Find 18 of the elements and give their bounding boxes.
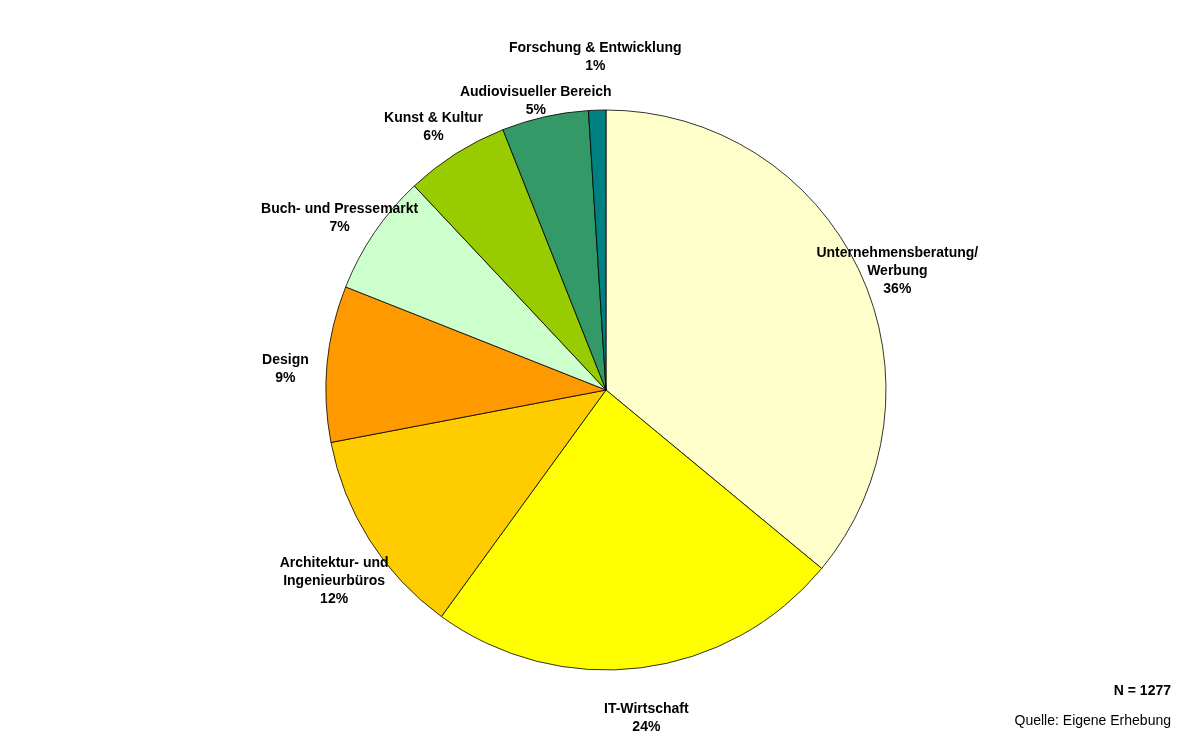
data-label: 12%	[320, 589, 349, 606]
data-label: 7%	[329, 218, 351, 235]
slice-label: Unternehmensberatung/ Werbung	[816, 243, 979, 278]
data-label: 36%	[883, 279, 912, 296]
text: N = 1277	[1113, 682, 1172, 698]
slice-label: Forschung & Entwicklung	[508, 39, 682, 56]
data-label: 9%	[275, 368, 297, 385]
slice-label: Audiovisueller Bereich	[459, 82, 612, 99]
source-note: Quelle: Eigene Erhebung	[1014, 712, 1171, 728]
slice-label: Buch- und Pressemarkt	[261, 200, 419, 217]
data-label: 6%	[423, 127, 445, 144]
data-label: 1%	[585, 57, 606, 74]
slice-label: IT-Wirtschaft	[604, 700, 690, 717]
data-label: 5%	[525, 100, 547, 117]
slice-label: Architektur- und Ingenieurbüros	[279, 553, 389, 588]
slice-label: Kunst & Kultur	[384, 109, 484, 126]
data-label: 24%	[632, 718, 661, 733]
slice-label: Design	[262, 350, 309, 367]
